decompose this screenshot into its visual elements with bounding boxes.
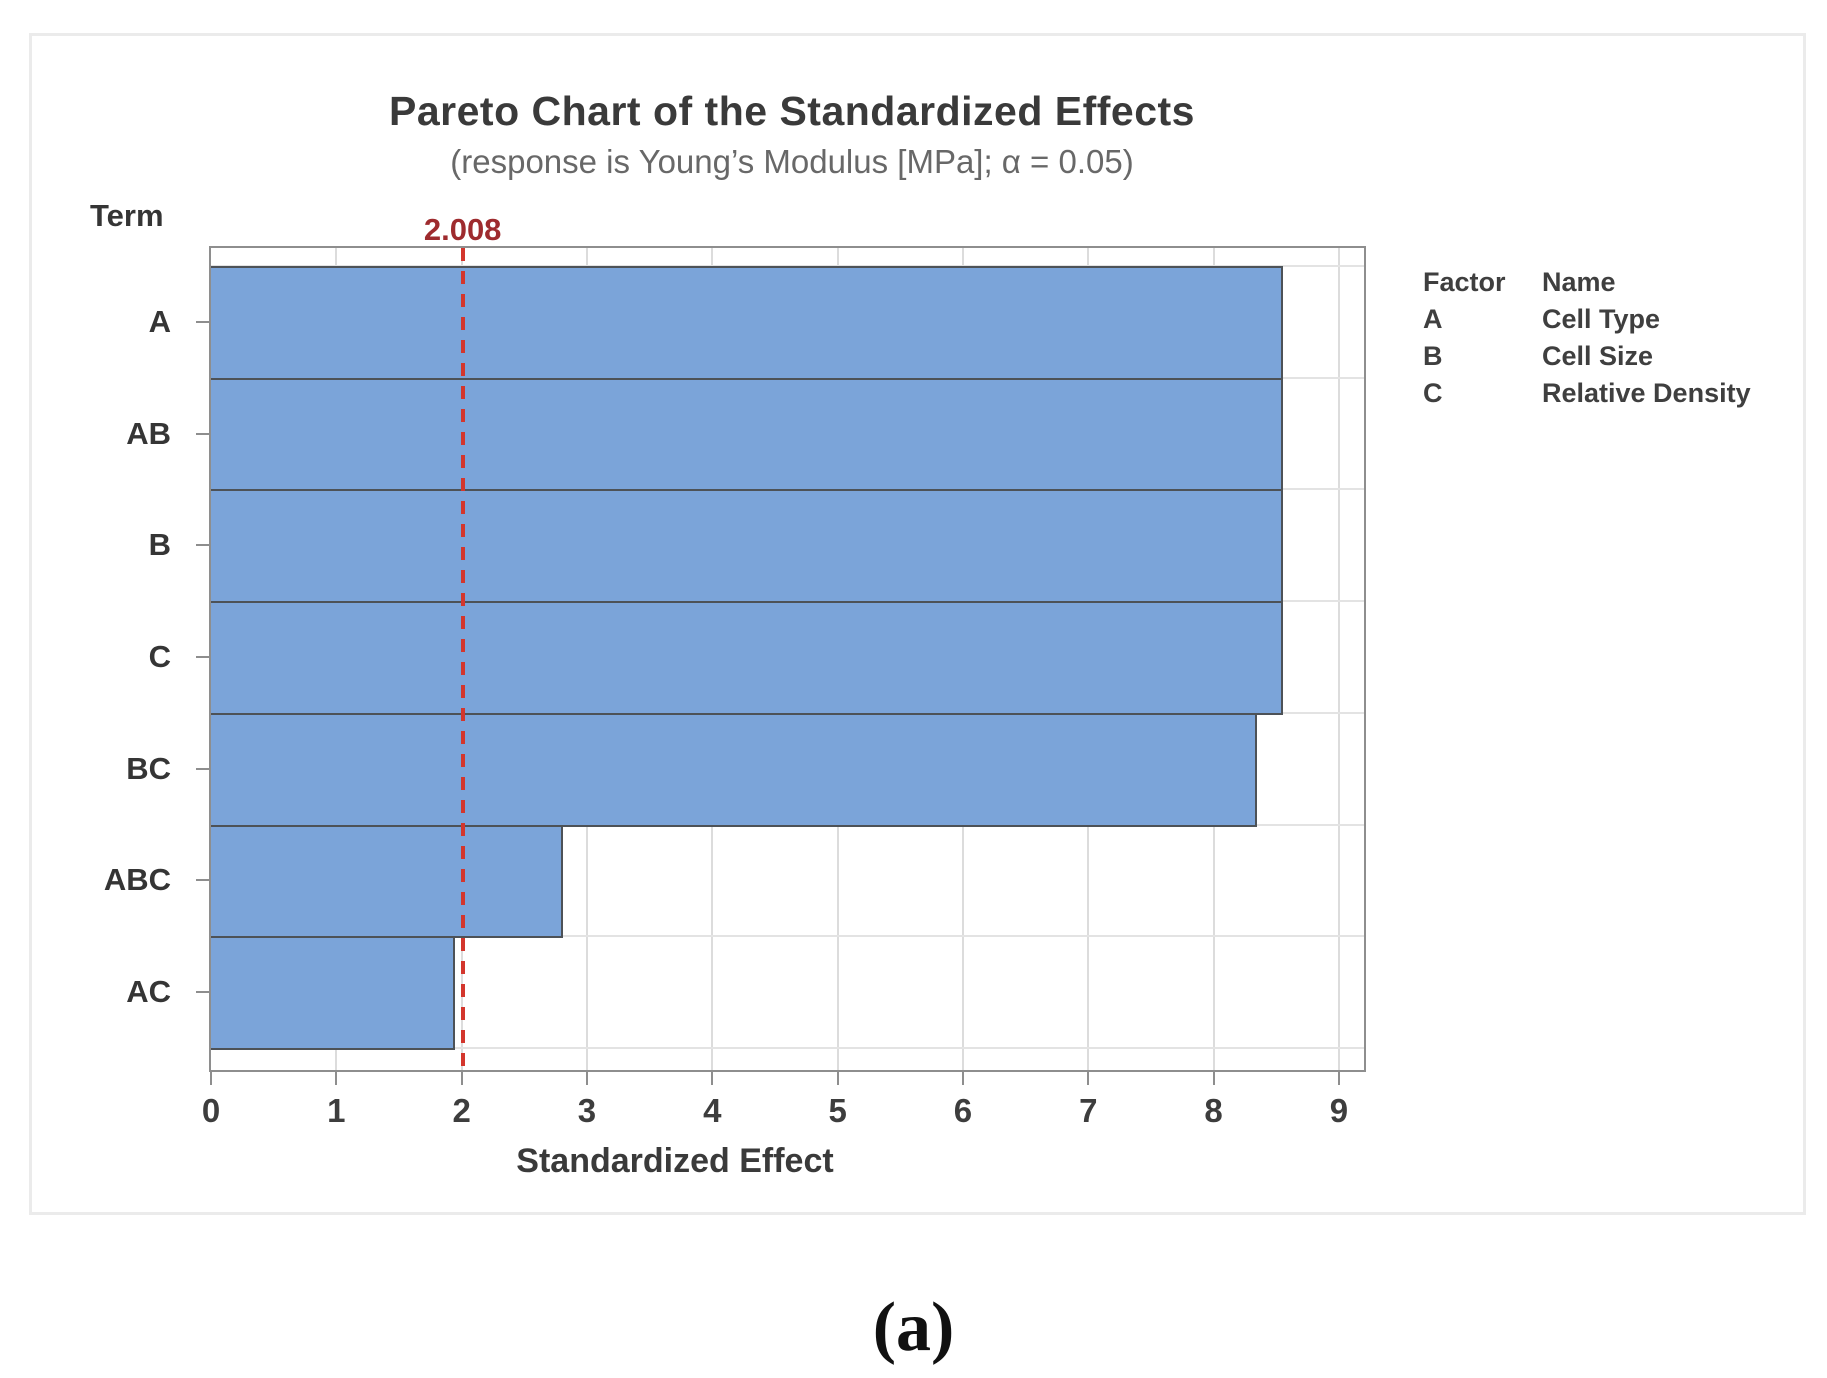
- x-tick-label: 3: [577, 1092, 597, 1129]
- legend-name: Cell Type: [1542, 304, 1661, 334]
- reference-line-label: 2.008: [423, 212, 502, 247]
- legend-factor: B: [1423, 341, 1443, 371]
- x-tick-label: 0: [201, 1092, 221, 1129]
- x-tick-label: 4: [703, 1092, 722, 1129]
- x-tick-label: 2: [452, 1092, 471, 1129]
- figure-caption: (a): [872, 1289, 955, 1366]
- bar-ab: [211, 377, 1283, 492]
- y-axis-tick: [196, 656, 210, 658]
- legend-name: Relative Density: [1542, 378, 1751, 408]
- x-axis-tick: [1087, 1072, 1090, 1085]
- gridline-horizontal: [211, 1047, 1364, 1049]
- x-axis-tick: [961, 1072, 964, 1085]
- y-category-label-abc: ABC: [103, 862, 171, 898]
- y-axis-tick: [196, 432, 210, 435]
- x-axis-tick: [711, 1072, 714, 1085]
- y-axis-title: Term: [90, 198, 164, 233]
- x-axis-tick: [335, 1072, 338, 1085]
- x-tick-label: 6: [953, 1092, 973, 1129]
- bar-a: [211, 266, 1283, 380]
- figure-card: Pareto Chart of the Standardized Effects…: [29, 33, 1806, 1215]
- bar-c: [211, 601, 1283, 715]
- x-axis-tick: [460, 1072, 463, 1085]
- x-tick-label: 1: [327, 1092, 346, 1129]
- gridline-vertical: [1337, 248, 1340, 1070]
- x-axis-title: Standardized Effect: [516, 1142, 834, 1180]
- bar-b: [211, 489, 1283, 604]
- legend-factor: C: [1423, 378, 1443, 408]
- x-axis-tick: [1212, 1072, 1215, 1085]
- x-tick-label: 7: [1079, 1092, 1098, 1129]
- gridline-horizontal: [211, 935, 1364, 938]
- x-axis-tick: [585, 1072, 588, 1085]
- y-category-label-ac: AC: [126, 974, 171, 1010]
- x-axis-tick: [836, 1072, 839, 1085]
- factor-legend: Factor Name A Cell Type B Cell Size C Re…: [1423, 267, 1751, 408]
- y-category-label-ab: AB: [126, 415, 171, 451]
- x-axis-tick: [1337, 1072, 1340, 1085]
- y-axis-tick: [196, 767, 210, 770]
- bar-ac: [211, 936, 456, 1050]
- y-category-label-b: B: [148, 527, 171, 563]
- bar-abc: [211, 824, 564, 939]
- plot-area: [209, 246, 1366, 1072]
- bar-bc: [211, 712, 1258, 827]
- legend-header-factor: Factor: [1423, 267, 1506, 297]
- legend-name: Cell Size: [1542, 341, 1654, 371]
- y-axis-tick: [196, 544, 210, 547]
- reference-line: [460, 248, 465, 1070]
- y-axis-tick: [196, 991, 210, 994]
- chart-subtitle: (response is Young’s Modulus [MPa]; α = …: [450, 143, 1134, 180]
- x-axis-tick: [210, 1072, 212, 1085]
- x-tick-label: 8: [1204, 1092, 1223, 1129]
- x-tick-label: 5: [828, 1092, 847, 1129]
- y-axis-tick: [196, 879, 210, 882]
- chart-title: Pareto Chart of the Standardized Effects: [389, 88, 1195, 134]
- chart-header: Pareto Chart of the Standardized Effects…: [62, 88, 1522, 181]
- y-axis-tick: [196, 320, 210, 323]
- y-category-label-c: C: [148, 639, 171, 674]
- legend-factor: A: [1423, 304, 1443, 334]
- y-category-label-a: A: [148, 303, 171, 339]
- x-tick-label: 9: [1329, 1092, 1349, 1129]
- legend-header-name: Name: [1542, 267, 1616, 297]
- y-category-label-bc: BC: [126, 750, 171, 786]
